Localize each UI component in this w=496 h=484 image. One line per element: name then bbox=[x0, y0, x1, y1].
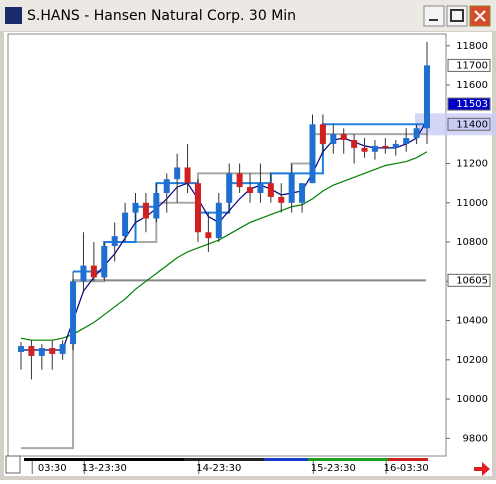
time-bar bbox=[308, 458, 388, 461]
y-tick-label: 11600 bbox=[456, 80, 488, 91]
price-marker-box bbox=[447, 58, 491, 72]
candle-body bbox=[371, 145, 378, 152]
time-bar bbox=[24, 458, 184, 461]
candle-body bbox=[267, 183, 274, 197]
candle-body bbox=[215, 202, 222, 239]
candle-body bbox=[194, 183, 201, 233]
price-marker-label: 11400 bbox=[456, 119, 488, 130]
price-marker-label: 11700 bbox=[456, 60, 488, 71]
indicator-line bbox=[21, 120, 428, 351]
price-marker-box bbox=[447, 117, 491, 131]
candle-body bbox=[142, 202, 149, 219]
candle-body bbox=[330, 134, 337, 144]
y-tick-label: 11200 bbox=[456, 159, 488, 170]
time-bar bbox=[264, 458, 308, 461]
candle-body bbox=[361, 147, 368, 152]
y-tick-label: 11000 bbox=[456, 198, 488, 209]
candle-body bbox=[309, 124, 316, 184]
x-tick-label: 16-03:30 bbox=[384, 463, 429, 474]
minimize-button[interactable] bbox=[423, 5, 445, 27]
candle-body bbox=[288, 173, 295, 203]
candle-body bbox=[111, 236, 118, 246]
candle-body bbox=[351, 139, 358, 148]
candle-body bbox=[319, 124, 326, 144]
app-icon bbox=[5, 7, 22, 24]
price-marker-label: 11503 bbox=[456, 99, 488, 110]
time-bar bbox=[388, 458, 428, 461]
close-icon bbox=[474, 10, 486, 22]
candle-body bbox=[28, 346, 35, 356]
maximize-icon bbox=[450, 9, 464, 22]
candle-body bbox=[153, 192, 160, 219]
y-tick-label: 10200 bbox=[456, 355, 488, 366]
candle-body bbox=[163, 179, 170, 193]
candle-body bbox=[257, 183, 264, 193]
candle-body bbox=[392, 143, 399, 148]
plot-area bbox=[7, 33, 447, 457]
candle-body bbox=[49, 348, 56, 354]
candle-body bbox=[18, 346, 24, 352]
indicator-line bbox=[21, 133, 427, 450]
candle-body bbox=[413, 128, 420, 139]
time-bar bbox=[184, 458, 264, 461]
candle-body bbox=[174, 167, 181, 180]
indicator-line bbox=[20, 151, 428, 341]
y-tick-label: 11800 bbox=[456, 41, 488, 52]
scroll-arrow[interactable] bbox=[474, 462, 490, 476]
candle-body bbox=[247, 187, 254, 193]
price-marker-box bbox=[447, 97, 491, 111]
price-marker-box bbox=[447, 273, 491, 287]
candle-body bbox=[382, 145, 389, 148]
candle-body bbox=[184, 167, 191, 184]
candle-body bbox=[132, 202, 139, 213]
candle-body bbox=[340, 134, 347, 140]
candle-body bbox=[90, 265, 97, 278]
title-bar bbox=[0, 0, 496, 31]
y-tick-label: 10800 bbox=[456, 237, 488, 248]
candle-body bbox=[424, 65, 430, 129]
candle-body bbox=[122, 212, 129, 237]
candle-body bbox=[70, 281, 77, 345]
price-marker-label: 10605 bbox=[456, 275, 488, 286]
candle-body bbox=[236, 173, 243, 188]
candle-body bbox=[403, 138, 410, 144]
y-tick-label: 10400 bbox=[456, 316, 488, 327]
candle-body bbox=[59, 344, 66, 354]
y-tick-label: 9800 bbox=[463, 433, 488, 444]
candle-body bbox=[226, 173, 233, 203]
indicator-line bbox=[73, 123, 427, 273]
x-tick-label: 03:30 bbox=[38, 463, 67, 474]
candle-body bbox=[80, 265, 87, 282]
x-tick-label: 13-23:30 bbox=[82, 463, 127, 474]
candle-body bbox=[101, 245, 108, 278]
candle-body bbox=[38, 348, 45, 356]
x-tick-label: 14-23:30 bbox=[196, 463, 241, 474]
scroll-box[interactable] bbox=[5, 455, 21, 474]
x-tick-label: 15-23:30 bbox=[311, 463, 356, 474]
candle-body bbox=[278, 196, 285, 203]
y-tick-label: 10000 bbox=[456, 394, 488, 405]
candle-body bbox=[205, 232, 212, 239]
window-title: S.HANS - Hansen Natural Corp. 30 Min bbox=[27, 8, 296, 24]
candle-body bbox=[299, 183, 306, 203]
